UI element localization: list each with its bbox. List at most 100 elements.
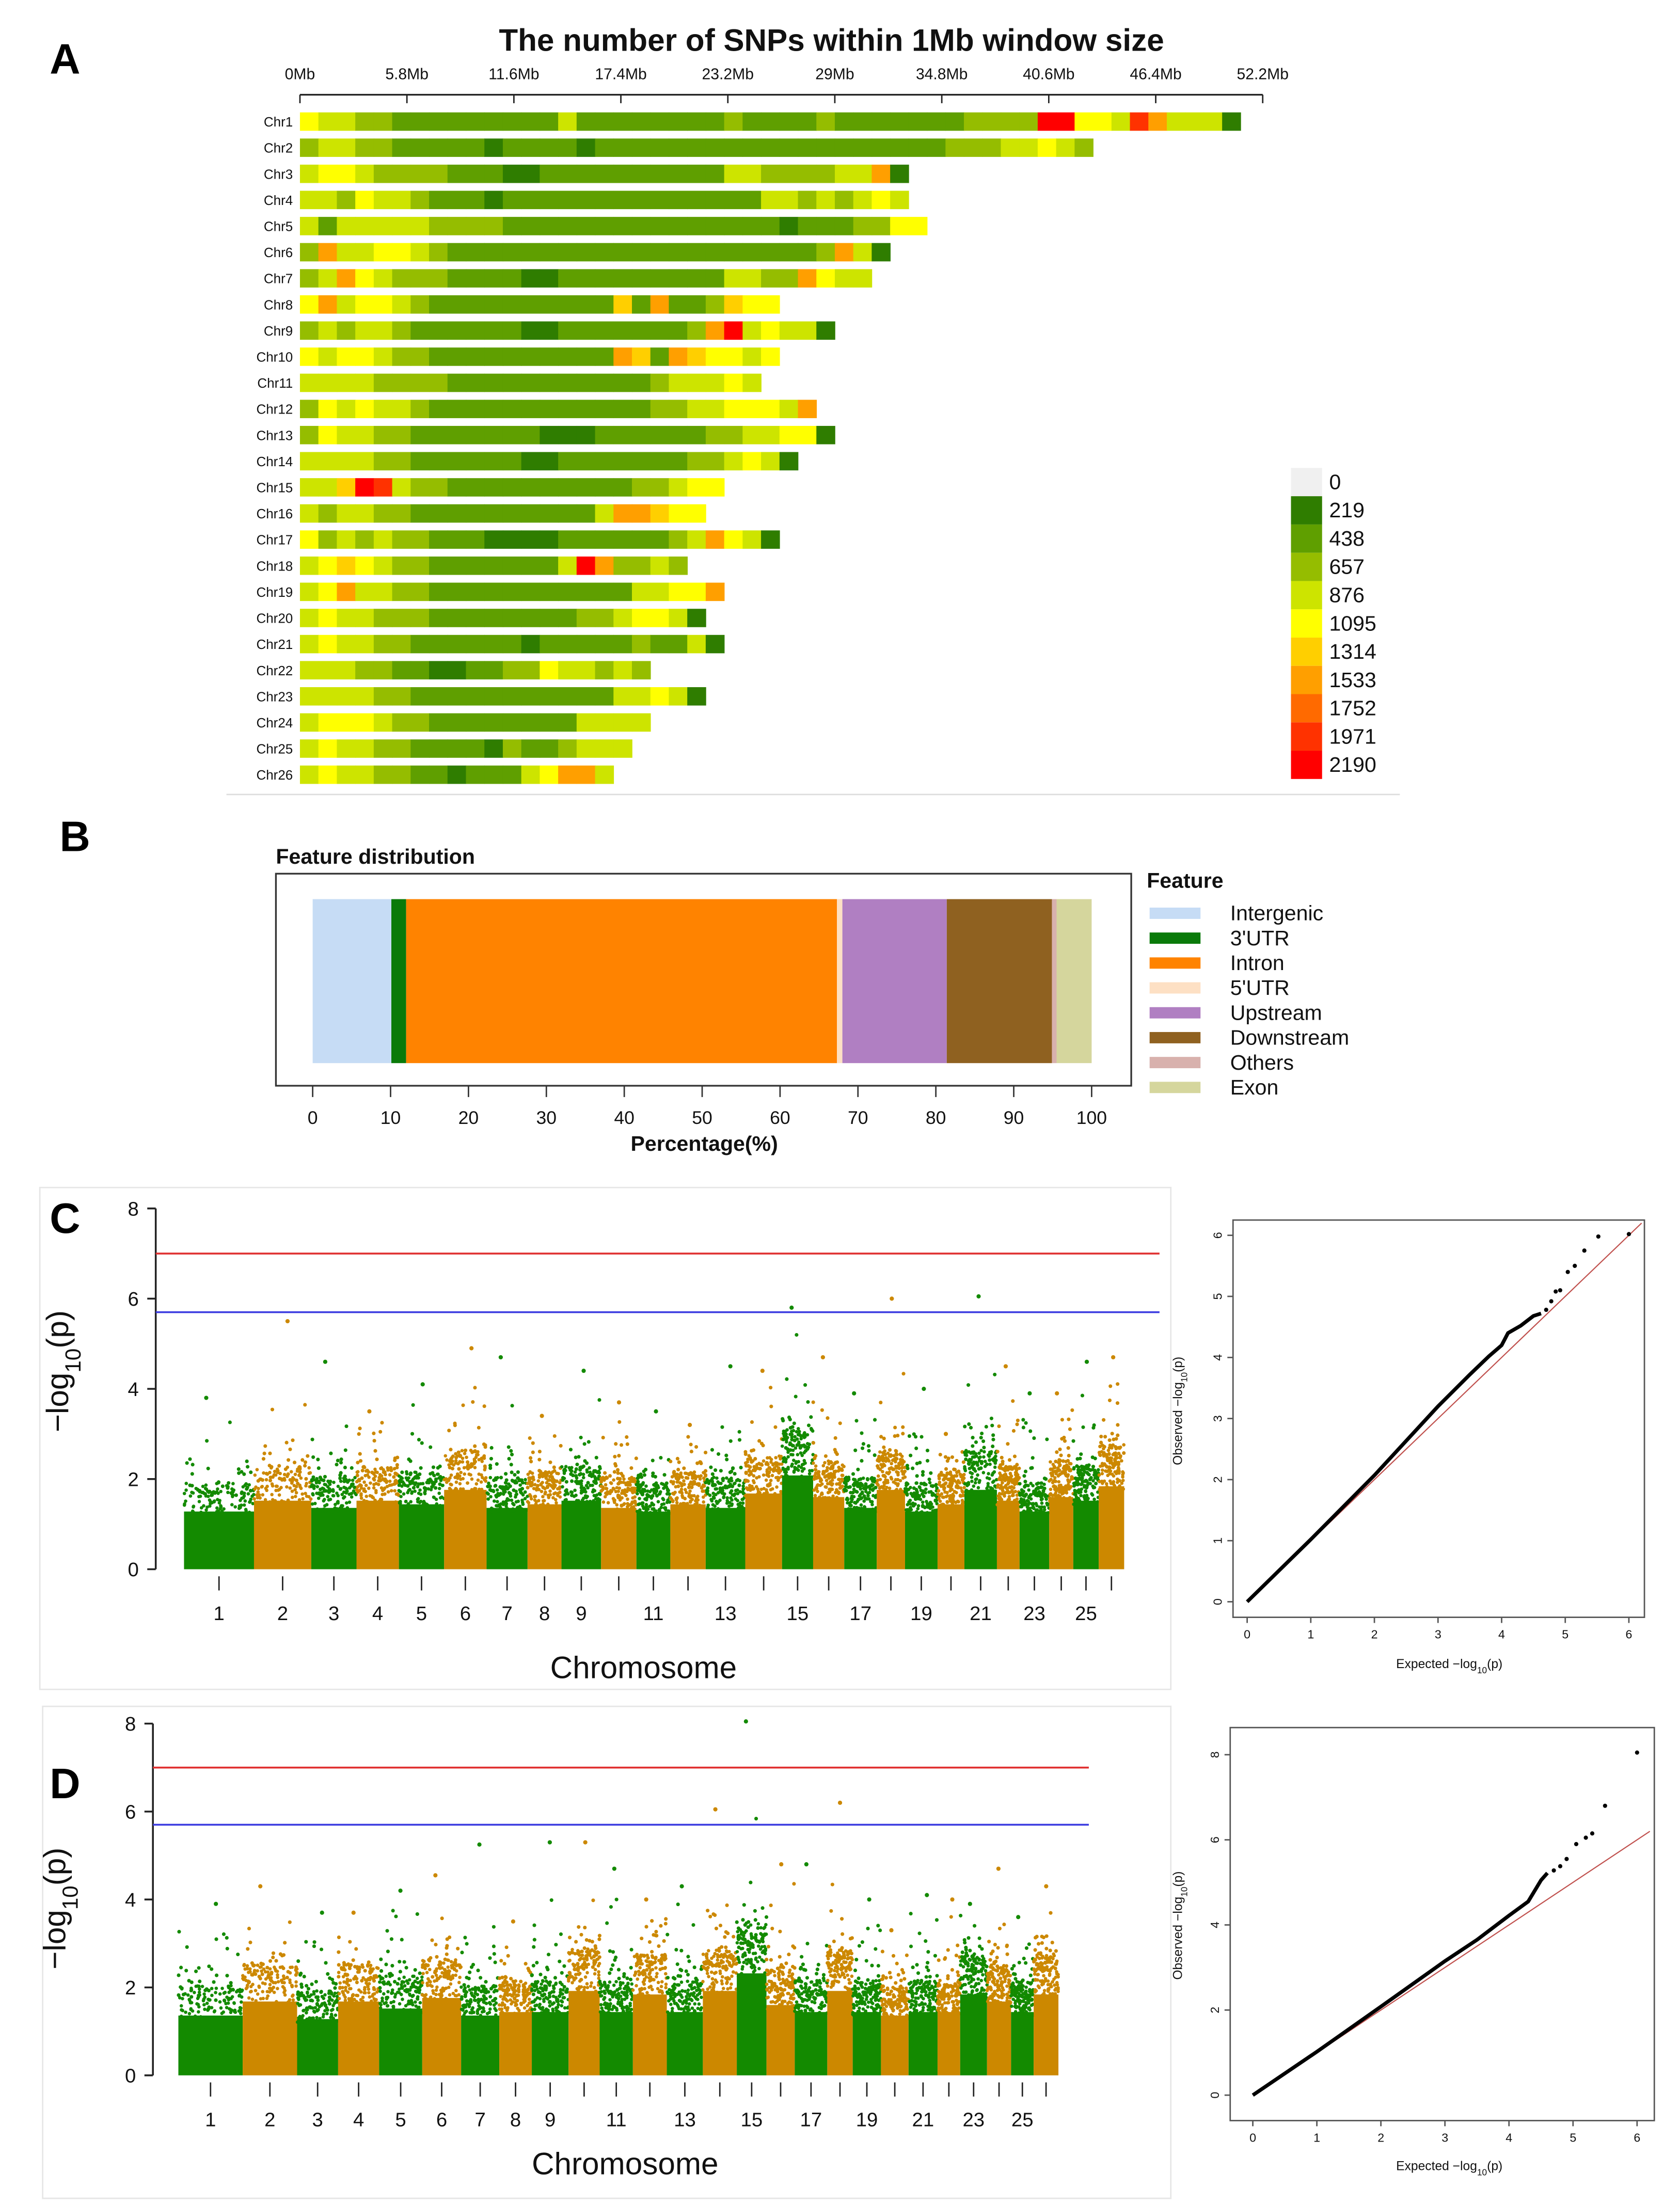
snp-point: [1012, 1465, 1017, 1469]
snp-point: [331, 1489, 335, 1493]
snp-point: [220, 1509, 224, 1513]
snp-point: [684, 1491, 688, 1494]
snp-point: [951, 1497, 955, 1501]
snp-point: [843, 1488, 847, 1492]
density-bin: [447, 112, 467, 131]
snp-point: [878, 1478, 882, 1482]
snp-point: [190, 1484, 194, 1488]
density-bin: [337, 687, 356, 706]
snp-point: [186, 1993, 190, 1997]
snp-point: [474, 1482, 479, 1486]
snp-point: [906, 1503, 910, 1507]
snp-point: [365, 1468, 369, 1472]
snp-point: [864, 1482, 868, 1486]
snp-point: [888, 1448, 892, 1452]
snp-point: [827, 1459, 830, 1463]
qq-y-tick-label: 1: [1211, 1537, 1224, 1544]
snp-point: [779, 1489, 783, 1494]
legend-color-swatch: [1291, 722, 1322, 751]
density-axis-tick-label: 5.8Mb: [385, 66, 429, 83]
snp-point: [546, 1502, 550, 1507]
snp-point: [652, 1507, 656, 1511]
snp-point: [234, 1493, 238, 1497]
snp-point: [810, 1428, 814, 1432]
density-bin: [502, 609, 522, 627]
snp-point: [488, 1464, 493, 1468]
snp-dense-band: [745, 1493, 782, 1569]
snp-point: [938, 1499, 942, 1503]
qq-x-tick-label: 3: [1435, 1628, 1441, 1641]
snp-point: [837, 1478, 842, 1481]
snp-point: [327, 1481, 331, 1485]
snp-point: [914, 1494, 918, 1498]
snp-point: [394, 1500, 398, 1504]
snp-point: [874, 1485, 878, 1489]
snp-point: [874, 1510, 878, 1514]
snp-point: [889, 1476, 893, 1480]
snp-point: [843, 1481, 847, 1485]
snp-point: [852, 1487, 856, 1491]
density-bin: [761, 164, 780, 183]
snp-point: [204, 1987, 209, 1991]
snp-point: [802, 1479, 805, 1483]
snp-point: [754, 1485, 758, 1488]
density-bin: [502, 478, 522, 497]
snp-point: [715, 1499, 718, 1503]
snp-point: [494, 1484, 498, 1488]
snp-point: [463, 1472, 467, 1476]
density-bin: [447, 452, 467, 471]
density-bin: [540, 112, 559, 131]
snp-point: [651, 1471, 655, 1476]
density-bin: [595, 164, 614, 183]
snp-point: [219, 2006, 223, 2010]
snp-point: [1022, 1494, 1026, 1498]
snp-point: [881, 1463, 885, 1467]
density-bin: [669, 112, 688, 131]
feature-legend-swatch: [1149, 1082, 1201, 1093]
snp-point: [573, 1501, 576, 1505]
qq-x-tick-label: 0: [1244, 1628, 1250, 1641]
snp-point: [769, 1386, 773, 1390]
x-axis-tick-label: 2: [277, 1603, 288, 1625]
density-bin: [466, 373, 485, 392]
snp-point: [177, 1930, 181, 1934]
snp-point: [1028, 1510, 1032, 1514]
snp-point: [1107, 1456, 1112, 1461]
snp-point: [811, 1441, 815, 1445]
density-bin: [669, 504, 688, 523]
snp-point: [624, 1481, 628, 1485]
density-bin: [705, 452, 725, 471]
density-bin: [1185, 112, 1204, 131]
density-bin: [373, 400, 393, 418]
density-bin: [982, 138, 1002, 157]
snp-point: [344, 1486, 347, 1490]
snp-point: [981, 1439, 986, 1444]
snp-point: [222, 1507, 226, 1511]
snp-point: [699, 1474, 703, 1478]
snp-point: [1042, 1482, 1046, 1486]
density-bin: [410, 217, 430, 235]
snp-point: [655, 1494, 659, 1498]
snp-point: [884, 1492, 889, 1496]
snp-point: [410, 1432, 415, 1436]
snp-point: [969, 1492, 973, 1496]
snp-point: [463, 1452, 467, 1455]
snp-point: [456, 1473, 460, 1477]
snp-point: [955, 1491, 958, 1495]
snp-point: [242, 1503, 246, 1507]
snp-point: [829, 1488, 833, 1492]
snp-point: [237, 1993, 242, 1997]
snp-point: [946, 1484, 950, 1488]
snp-point: [761, 1444, 765, 1448]
snp-point: [1022, 1500, 1026, 1504]
snp-point: [1007, 1458, 1012, 1462]
snp-point: [440, 1504, 443, 1508]
density-bin: [631, 243, 651, 262]
snp-point: [197, 1495, 201, 1499]
density-bin: [834, 269, 854, 288]
snp-point: [537, 1499, 541, 1502]
density-bin: [540, 269, 559, 288]
density-bin: [779, 269, 799, 288]
snp-point: [574, 1474, 578, 1478]
snp-point: [546, 1478, 550, 1482]
